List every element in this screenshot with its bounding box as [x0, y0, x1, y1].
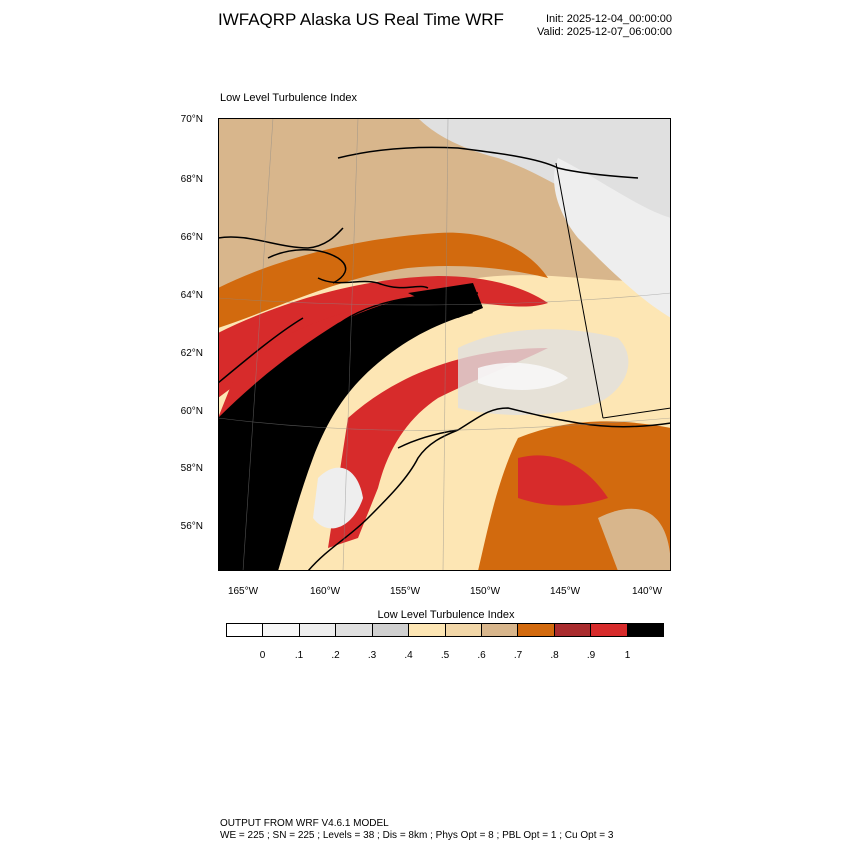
- lat-label: 58°N: [180, 463, 203, 474]
- field-label: Low Level Turbulence Index: [220, 92, 357, 104]
- colorbar-swatch: [481, 624, 519, 636]
- colorbar-tick-label: .6: [477, 650, 486, 661]
- colorbar-swatch: [518, 624, 555, 636]
- lat-label: 64°N: [180, 290, 203, 301]
- footer-line-1: OUTPUT FROM WRF V4.6.1 MODEL: [220, 818, 389, 829]
- colorbar-tick-label: .9: [586, 650, 596, 661]
- colorbar-tick-label: 0: [259, 650, 266, 661]
- colorbar-tick-label: .3: [367, 650, 377, 661]
- lon-label: 140°W: [631, 586, 663, 597]
- colorbar-swatch: [445, 624, 482, 636]
- colorbar-tick-label: .1: [294, 650, 304, 661]
- colorbar-swatch: [554, 624, 592, 636]
- colorbar-tick-label: .8: [550, 650, 559, 661]
- lat-label: 70°N: [180, 114, 203, 125]
- colorbar-swatch: [409, 624, 446, 636]
- colorbar-tick-label: .5: [440, 650, 450, 661]
- lon-label: 145°W: [549, 586, 581, 597]
- lat-label: 60°N: [180, 406, 203, 417]
- colorbar-swatch: [336, 624, 373, 636]
- footer: OUTPUT FROM WRF V4.6.1 MODEL WE = 225 ; …: [220, 818, 613, 842]
- colorbar-swatch: [263, 624, 300, 636]
- colorbar-title: Low Level Turbulence Index: [377, 609, 515, 621]
- colorbar-tick-label: 1: [624, 650, 631, 661]
- colorbar-swatch: [227, 624, 264, 636]
- turbulence-map: [218, 118, 671, 571]
- lat-label: 56°N: [180, 521, 203, 532]
- footer-line-2: WE = 225 ; SN = 225 ; Levels = 38 ; Dis …: [220, 830, 614, 841]
- lon-label: 150°W: [469, 586, 501, 597]
- lat-label: 62°N: [180, 348, 203, 359]
- colorbar: [226, 623, 664, 637]
- colorbar-swatch: [372, 624, 410, 636]
- colorbar-swatch: [627, 624, 664, 636]
- colorbar-swatch: [591, 624, 628, 636]
- colorbar-tick-label: .4: [404, 650, 413, 661]
- lon-label: 165°W: [227, 586, 259, 597]
- time-stamps: Init: 2025-12-04_00:00:00 Valid: 2025-12…: [537, 13, 672, 39]
- init-time: Init: 2025-12-04_00:00:00: [546, 13, 672, 25]
- colorbar-swatch: [299, 624, 337, 636]
- lon-label: 160°W: [309, 586, 341, 597]
- plot-title: IWFAQRP Alaska US Real Time WRF: [218, 10, 504, 29]
- lon-label: 155°W: [389, 586, 421, 597]
- valid-time: Valid: 2025-12-07_06:00:00: [537, 26, 672, 38]
- colorbar-tick-label: .2: [331, 650, 340, 661]
- colorbar-tick-label: .7: [513, 650, 523, 661]
- lat-label: 68°N: [180, 174, 203, 185]
- lat-label: 66°N: [180, 232, 203, 243]
